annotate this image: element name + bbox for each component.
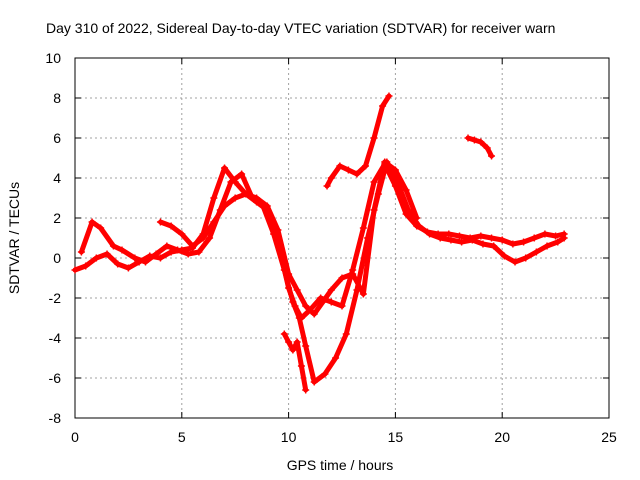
x-axis-label: GPS time / hours bbox=[287, 457, 394, 473]
data-trace-segment bbox=[211, 165, 228, 201]
data-trace-segment bbox=[350, 225, 366, 273]
x-tick-label: 15 bbox=[388, 429, 404, 445]
y-tick-label: -8 bbox=[49, 410, 62, 426]
data-trace-segment bbox=[281, 267, 296, 305]
data-trace-segment bbox=[98, 225, 116, 249]
data-trace-segment bbox=[307, 295, 324, 313]
y-tick-label: -4 bbox=[49, 330, 62, 346]
data-trace-segment bbox=[392, 167, 409, 193]
axis-ticks: 0 5 10 15 20 25 -8 -6 -4 -2 0 2 4 6 8 10 bbox=[45, 50, 617, 445]
x-tick-label: 0 bbox=[71, 429, 79, 445]
data-trace-segment bbox=[271, 231, 287, 273]
data-point bbox=[560, 234, 568, 242]
y-tick-label: -2 bbox=[49, 290, 62, 306]
data-trace-segment bbox=[294, 339, 304, 369]
x-tick-label: 25 bbox=[601, 429, 617, 445]
data-point bbox=[385, 92, 393, 100]
data-trace-segment bbox=[371, 103, 386, 141]
y-tick-label: 8 bbox=[53, 90, 61, 106]
data-trace-segment bbox=[328, 275, 345, 293]
data-trace-segment bbox=[484, 145, 495, 159]
data-trace-segment bbox=[286, 271, 300, 293]
y-tick-label: 4 bbox=[53, 170, 61, 186]
y-tick-label: 10 bbox=[45, 50, 61, 66]
y-tick-label: 0 bbox=[53, 250, 61, 266]
data-point bbox=[413, 214, 421, 222]
data-trace-segment bbox=[343, 287, 360, 337]
series-track-e bbox=[464, 134, 496, 160]
data-trace-segment bbox=[303, 343, 317, 385]
chart-title: Day 310 of 2022, Sidereal Day-to-day VTE… bbox=[46, 20, 555, 36]
data-trace-segment bbox=[371, 159, 388, 213]
data-trace-segment bbox=[179, 231, 195, 249]
y-tick-label: 6 bbox=[53, 130, 61, 146]
data-trace-segment bbox=[298, 363, 309, 393]
series-track-d bbox=[323, 92, 393, 190]
plot-frame bbox=[74, 57, 610, 419]
data-point bbox=[488, 152, 496, 160]
data-trace-segment bbox=[403, 187, 420, 221]
data-trace-segment bbox=[380, 93, 392, 109]
data-trace-segment bbox=[322, 355, 339, 377]
data-trace-segment bbox=[392, 183, 409, 217]
data-trace-segment bbox=[211, 203, 228, 225]
data-trace-segment bbox=[119, 247, 138, 261]
data-trace-segment bbox=[200, 219, 217, 241]
data-point bbox=[302, 386, 310, 394]
data-trace-segment bbox=[200, 195, 217, 237]
series-track-a bbox=[71, 160, 568, 322]
data-trace-segment bbox=[294, 287, 309, 309]
data-trace-segment bbox=[290, 299, 302, 321]
data-trace-segment bbox=[360, 179, 377, 231]
y-axis-label: SDTVAR / TECUs bbox=[6, 182, 22, 294]
data-trace-segment bbox=[360, 207, 377, 297]
y-tick-label: 2 bbox=[53, 210, 61, 226]
data-trace-segment bbox=[260, 203, 277, 237]
x-tick-label: 10 bbox=[281, 429, 297, 445]
data-trace-segment bbox=[196, 235, 213, 255]
data-series bbox=[71, 92, 568, 394]
data-trace-segment bbox=[395, 179, 411, 213]
series-track-b bbox=[77, 158, 568, 386]
series-track-f bbox=[280, 330, 310, 394]
x-tick-label: 20 bbox=[494, 429, 510, 445]
y-tick-label: -6 bbox=[49, 370, 62, 386]
data-trace-segment bbox=[264, 203, 281, 233]
data-trace-segment bbox=[78, 219, 95, 255]
data-trace-segment bbox=[362, 135, 377, 169]
x-tick-label: 5 bbox=[178, 429, 186, 445]
data-trace-segment bbox=[296, 315, 309, 349]
data-trace-segment bbox=[333, 331, 349, 361]
series-track-c bbox=[156, 158, 421, 318]
data-trace-segment bbox=[275, 227, 292, 277]
